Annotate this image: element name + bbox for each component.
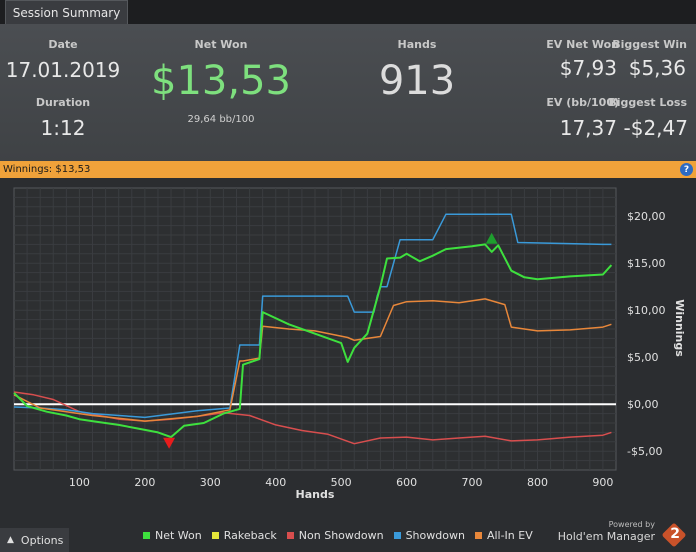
x-tick-label: 200 [134,476,155,489]
logo-number: 2 [670,526,680,542]
x-tick-label: 300 [200,476,221,489]
x-tick-label: 600 [396,476,417,489]
x-tick-label: 500 [331,476,352,489]
y-ticks: $20,00 $15,00 $10,00 $5,00 $0,00 -$5,00 [627,210,666,458]
legend-item-rakeback[interactable]: Rakeback [211,529,277,542]
x-axis-title: Hands [296,488,335,501]
biggest-win-value: $5,36 [628,56,686,80]
winnings-label: Winnings: [3,164,53,175]
netwon-label: Net Won [194,38,248,51]
max-marker [485,232,498,244]
duration-value: 1:12 [40,116,86,140]
x-tick-label: 400 [265,476,286,489]
winnings-chart: 100 200 300 400 500 600 700 800 900 $20,00 $15,00… [13,187,686,501]
options-label: Options [20,533,64,547]
series-line-showdown [13,213,612,419]
x-ticks: 100 200 300 400 500 600 700 800 900 [69,476,613,489]
bottom-bar: ▲ Options Net Won Rakeback Non Showdown … [0,520,696,552]
netwon-value: $13,53 [151,58,291,104]
hands-label: Hands [397,38,437,51]
biggest-loss-value: -$2,47 [623,116,688,140]
date-label: Date [48,38,78,51]
y-tick-label: $10,00 [627,304,666,317]
series-group [13,213,613,445]
y-tick-label: -$5,00 [627,445,662,458]
markers-group [163,232,498,449]
brand-name: Hold'em Manager [557,530,655,543]
y-tick-label: $5,00 [627,351,659,364]
duration-label: Duration [35,96,91,109]
winnings-value: $13,53 [55,164,91,175]
help-icon[interactable]: ? [680,163,693,176]
caret-up-icon: ▲ [7,535,14,545]
chart-area: 100 200 300 400 500 600 700 800 900 $20,00 $15,00… [0,178,696,524]
powered-by-text: Powered by [608,520,655,529]
ev-net-won-label: EV Net Won [546,38,619,51]
biggest-win-label: Biggest Win [612,38,687,51]
y-tick-label: $0,00 [627,398,659,411]
legend-swatch [286,532,294,539]
x-tick-label: 800 [527,476,548,489]
x-tick-label: 100 [69,476,90,489]
legend: Net Won Rakeback Non Showdown Showdown A… [143,529,543,542]
y-tick-label: $20,00 [627,210,666,223]
legend-swatch [143,532,150,539]
winnings-bar: Winnings: $13,53 ? [0,161,696,178]
legend-swatch [393,532,401,539]
legend-swatch [474,532,482,539]
legend-item-allin-ev[interactable]: All-In EV [474,529,533,542]
x-tick-label: 900 [592,476,613,489]
y-axis-title: Winnings [673,299,686,357]
legend-item-non-showdown[interactable]: Non Showdown [286,529,384,542]
ev-bb100-label: EV (bb/100) [546,96,619,109]
y-tick-label: $15,00 [627,257,666,270]
summary-panel: Date 17.01.2019 Duration 1:12 Net Won $1… [0,24,696,161]
legend-item-showdown[interactable]: Showdown [393,529,465,542]
hands-value: 913 [378,58,456,104]
grid [14,188,616,470]
legend-swatch [211,532,219,539]
tab-session-summary[interactable]: Session Summary [5,0,128,24]
series-line-net-won [13,243,613,439]
date-value: 17.01.2019 [5,58,121,82]
options-button[interactable]: ▲ Options [0,528,69,552]
ev-net-won-value: $7,93 [559,56,617,80]
top-bar: Session Summary [0,0,696,24]
series-line-all-in-ev [13,298,612,422]
x-tick-label: 700 [462,476,483,489]
brand-logo: Powered by Hold'em Manager 2 [557,520,691,552]
legend-item-net-won[interactable]: Net Won [143,529,202,542]
biggest-loss-label: Biggest Loss [608,96,687,109]
ev-bb100-value: 17,37 [559,116,617,140]
min-marker [163,437,176,449]
bb100-value: 29,64 bb/100 [187,114,255,125]
